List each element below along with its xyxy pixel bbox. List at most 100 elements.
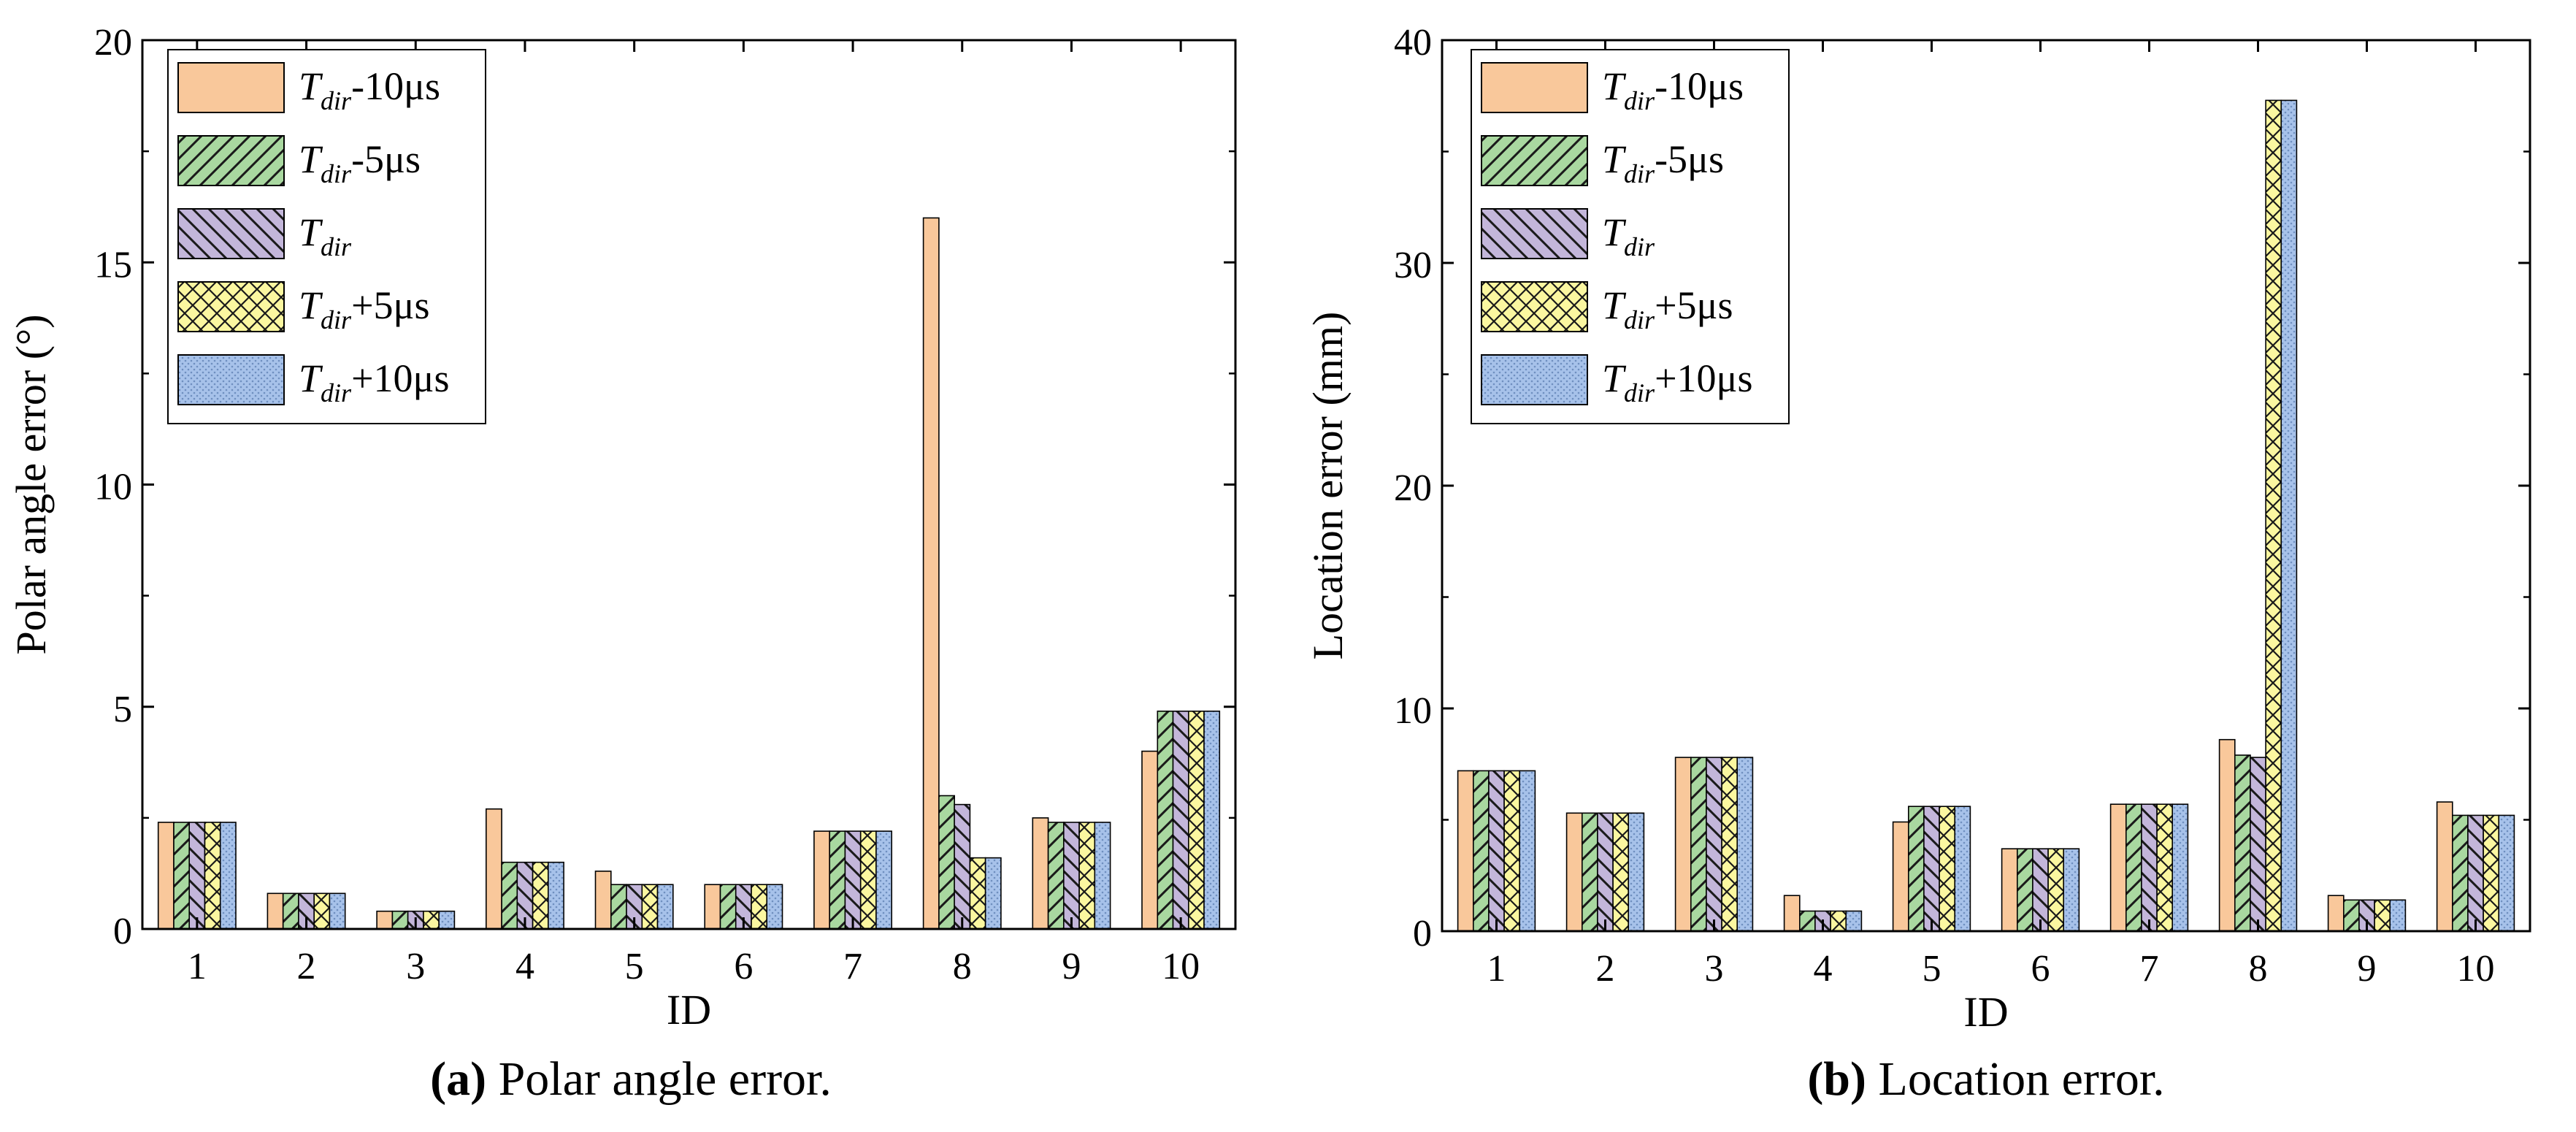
bar-m10-id3 xyxy=(1674,757,1692,932)
bar-p5-id7 xyxy=(859,830,877,930)
legend: Tdir-10μs Tdir-5μs Tdir Tdir+5μs Tdir+10μs xyxy=(1471,49,1790,424)
bar-m5-id7 xyxy=(829,830,846,930)
bar-p5-id9 xyxy=(2374,899,2391,932)
legend-item-p5: Tdir+5μs xyxy=(177,281,429,334)
bar-m10-id2 xyxy=(1565,812,1583,932)
legend-swatch xyxy=(1481,208,1588,259)
bar-p5-id10 xyxy=(2483,814,2500,932)
bar-p5-id10 xyxy=(1188,710,1205,930)
bar-m5-id3 xyxy=(391,910,409,930)
bar-m10-id5 xyxy=(594,871,612,930)
x-tick-label: 7 xyxy=(2140,948,2159,990)
x-axis-ticks: 1 2 3 4 5 6 7 8 9 10 xyxy=(188,40,1200,987)
bar-z-id6 xyxy=(2032,848,2049,932)
bar-p10-id4 xyxy=(547,861,564,930)
x-tick-label: 3 xyxy=(406,946,425,987)
legend-label: Tdir-5μs xyxy=(299,137,421,188)
legend-label: Tdir xyxy=(1602,210,1655,261)
bar-m5-id9 xyxy=(1047,822,1065,930)
bar-p5-id2 xyxy=(1612,812,1630,932)
bar-p5-id2 xyxy=(313,892,331,930)
x-tick-label: 6 xyxy=(734,946,753,987)
bar-m10-id8 xyxy=(2218,738,2236,932)
caption-b: (b) Location error. xyxy=(1807,1052,2164,1107)
y-tick-label: 10 xyxy=(1394,690,1432,732)
bar-m10-id2 xyxy=(267,892,284,930)
bar-p5-id1 xyxy=(204,822,221,930)
x-tick-label: 6 xyxy=(2031,948,2050,990)
bar-m10-id9 xyxy=(2327,895,2345,932)
legend: Tdir-10μs Tdir-5μs Tdir Tdir+5μs Tdir+10μs xyxy=(167,49,486,424)
bar-p5-id8 xyxy=(2265,99,2282,932)
x-tick-label: 10 xyxy=(1162,946,1200,987)
bar-p10-id1 xyxy=(1519,770,1536,932)
caption-a: (a) Polar angle error. xyxy=(430,1052,832,1107)
caption-text: Polar angle error. xyxy=(486,1052,832,1106)
bar-z-id8 xyxy=(2250,757,2266,932)
bar-p5-id5 xyxy=(641,884,659,930)
y-axis-ticks: 0 5 10 15 20 xyxy=(94,22,1235,952)
bar-z-id1 xyxy=(1488,770,1505,932)
x-tick-label: 8 xyxy=(2249,948,2268,990)
bar-p10-id6 xyxy=(766,884,783,930)
y-axis-label: Location error (mm) xyxy=(1304,312,1352,660)
bar-z-id9 xyxy=(1063,822,1080,930)
x-axis-label: ID xyxy=(1963,988,2008,1036)
bar-m5-id8 xyxy=(938,795,956,930)
bar-p5-id9 xyxy=(1078,822,1096,930)
bar-z-id3 xyxy=(1706,757,1722,932)
bar-m5-id2 xyxy=(282,892,299,930)
bar-p10-id7 xyxy=(875,830,893,930)
bar-p10-id5 xyxy=(1954,806,1971,932)
bar-p5-id5 xyxy=(1939,806,1956,932)
legend-swatch xyxy=(1481,281,1588,332)
legend-item-p5: Tdir+5μs xyxy=(1481,281,1733,334)
y-tick-label: 5 xyxy=(113,689,132,730)
legend-swatch xyxy=(1481,62,1588,113)
legend-swatch xyxy=(177,62,285,113)
bar-m5-id1 xyxy=(173,822,191,930)
bar-m10-id6 xyxy=(704,884,721,930)
x-axis-label: ID xyxy=(667,986,711,1033)
bar-p5-id7 xyxy=(2156,803,2174,932)
bar-p10-id4 xyxy=(1845,910,1863,932)
x-tick-label: 7 xyxy=(843,946,862,987)
bar-m10-id10 xyxy=(2436,801,2453,932)
bar-z-id2 xyxy=(1597,812,1614,932)
bar-m5-id5 xyxy=(1908,806,1925,932)
bar-p10-id7 xyxy=(2171,803,2189,932)
y-tick-label: 0 xyxy=(1413,913,1432,955)
legend-item-m10: Tdir-10μs xyxy=(1481,62,1744,115)
x-tick-label: 10 xyxy=(2457,948,2495,990)
x-tick-label: 2 xyxy=(1596,948,1615,990)
bar-m10-id3 xyxy=(376,910,394,930)
bar-p10-id9 xyxy=(1094,822,1111,930)
location-error-chart: 0 10 20 30 40 1 2 3 4 5 6 7 8 9 10 Location error (mm… xyxy=(1304,22,2531,1036)
bar-m10-id9 xyxy=(1032,817,1049,930)
x-tick-label: 9 xyxy=(2358,948,2377,990)
bar-m5-id10 xyxy=(2452,814,2469,932)
bar-m5-id5 xyxy=(610,884,627,930)
legend-item-m5: Tdir-5μs xyxy=(1481,135,1724,188)
x-tick-label: 5 xyxy=(1923,948,1941,990)
bar-z-id7 xyxy=(844,830,862,930)
bar-p10-id5 xyxy=(656,884,674,930)
bar-p10-id10 xyxy=(1203,710,1221,930)
y-axis-label: Polar angle error (°) xyxy=(7,314,55,654)
x-tick-label: 1 xyxy=(1487,948,1506,990)
bar-p5-id6 xyxy=(2047,848,2065,932)
legend-swatch xyxy=(1481,135,1588,186)
bar-m10-id10 xyxy=(1141,750,1159,930)
bar-p5-id8 xyxy=(969,857,986,930)
legend-label: Tdir-10μs xyxy=(1602,64,1744,115)
legend-item-z: Tdir xyxy=(177,208,352,261)
y-axis-ticks: 0 10 20 30 40 xyxy=(1394,22,2530,955)
bar-m10-id4 xyxy=(1783,895,1801,932)
legend-label: Tdir+5μs xyxy=(299,283,429,334)
bar-m10-id5 xyxy=(1892,821,1909,932)
legend-item-p10: Tdir+10μs xyxy=(177,354,449,408)
bar-z-id7 xyxy=(2141,803,2158,932)
bar-z-id1 xyxy=(188,822,206,930)
y-tick-label: 30 xyxy=(1394,245,1432,286)
x-tick-label: 1 xyxy=(188,946,207,987)
